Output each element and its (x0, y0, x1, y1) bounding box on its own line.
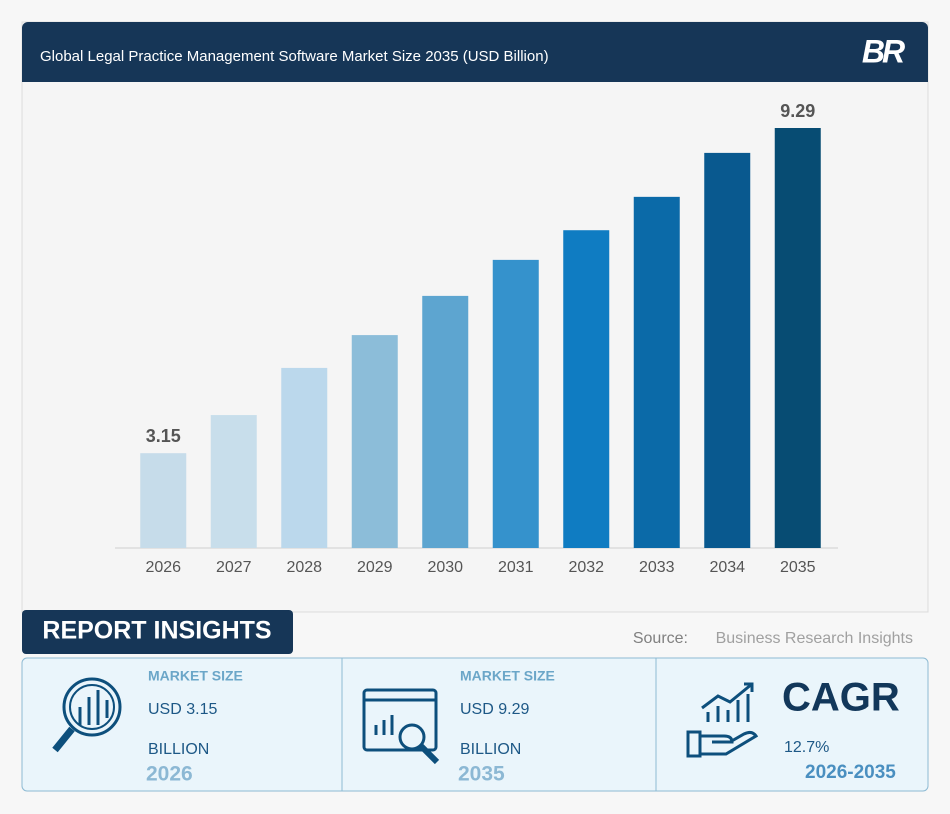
bar (704, 152, 751, 548)
source-label: Source: (633, 630, 688, 647)
x-tick-label: 2034 (709, 559, 745, 576)
card-year: 2026 (146, 763, 193, 786)
cagr-period: 2026-2035 (805, 762, 896, 783)
x-tick-label: 2033 (639, 559, 675, 576)
logo: BR (862, 33, 905, 69)
card-value: USD 3.15 (148, 701, 217, 718)
x-tick-label: 2029 (357, 559, 393, 576)
bar (492, 259, 539, 548)
bar (351, 335, 398, 548)
insights-box (21, 657, 929, 792)
x-tick-label: 2032 (568, 559, 604, 576)
bar (633, 196, 680, 548)
chart-title: Global Legal Practice Management Softwar… (40, 48, 549, 65)
x-tick-label: 2035 (780, 559, 816, 576)
card-heading: MARKET SIZE (460, 668, 555, 684)
bar (140, 453, 187, 548)
icon-magnifier-chart (52, 677, 122, 753)
x-tick-label: 2031 (498, 559, 534, 576)
bar (210, 415, 257, 548)
source: Business Research Insights (716, 630, 913, 647)
bar (774, 128, 821, 548)
insights-tab (22, 610, 293, 654)
x-tick-label: 2026 (145, 559, 181, 576)
card-unit: BILLION (460, 741, 521, 758)
bar (563, 230, 610, 548)
icon-report (362, 688, 440, 765)
x-tick-label: 2030 (427, 559, 463, 576)
card-year: 2035 (458, 763, 505, 786)
x-tick-label: 2027 (216, 559, 252, 576)
cagr-value: 12.7% (784, 739, 829, 756)
card-unit: BILLION (148, 741, 209, 758)
card-heading: MARKET SIZE (148, 668, 243, 684)
card-value: USD 9.29 (460, 701, 529, 718)
insights-title: REPORT INSIGHTS (42, 617, 271, 645)
header-bar-base (22, 70, 928, 82)
bar (422, 295, 469, 548)
data-label: 3.15 (146, 426, 181, 446)
cagr-heading: CAGR (782, 676, 900, 720)
icon-growth-hand (686, 682, 759, 758)
header-bar (22, 22, 928, 82)
x-tick-label: 2028 (286, 559, 322, 576)
data-label: 9.29 (780, 101, 815, 121)
bar (281, 367, 328, 548)
